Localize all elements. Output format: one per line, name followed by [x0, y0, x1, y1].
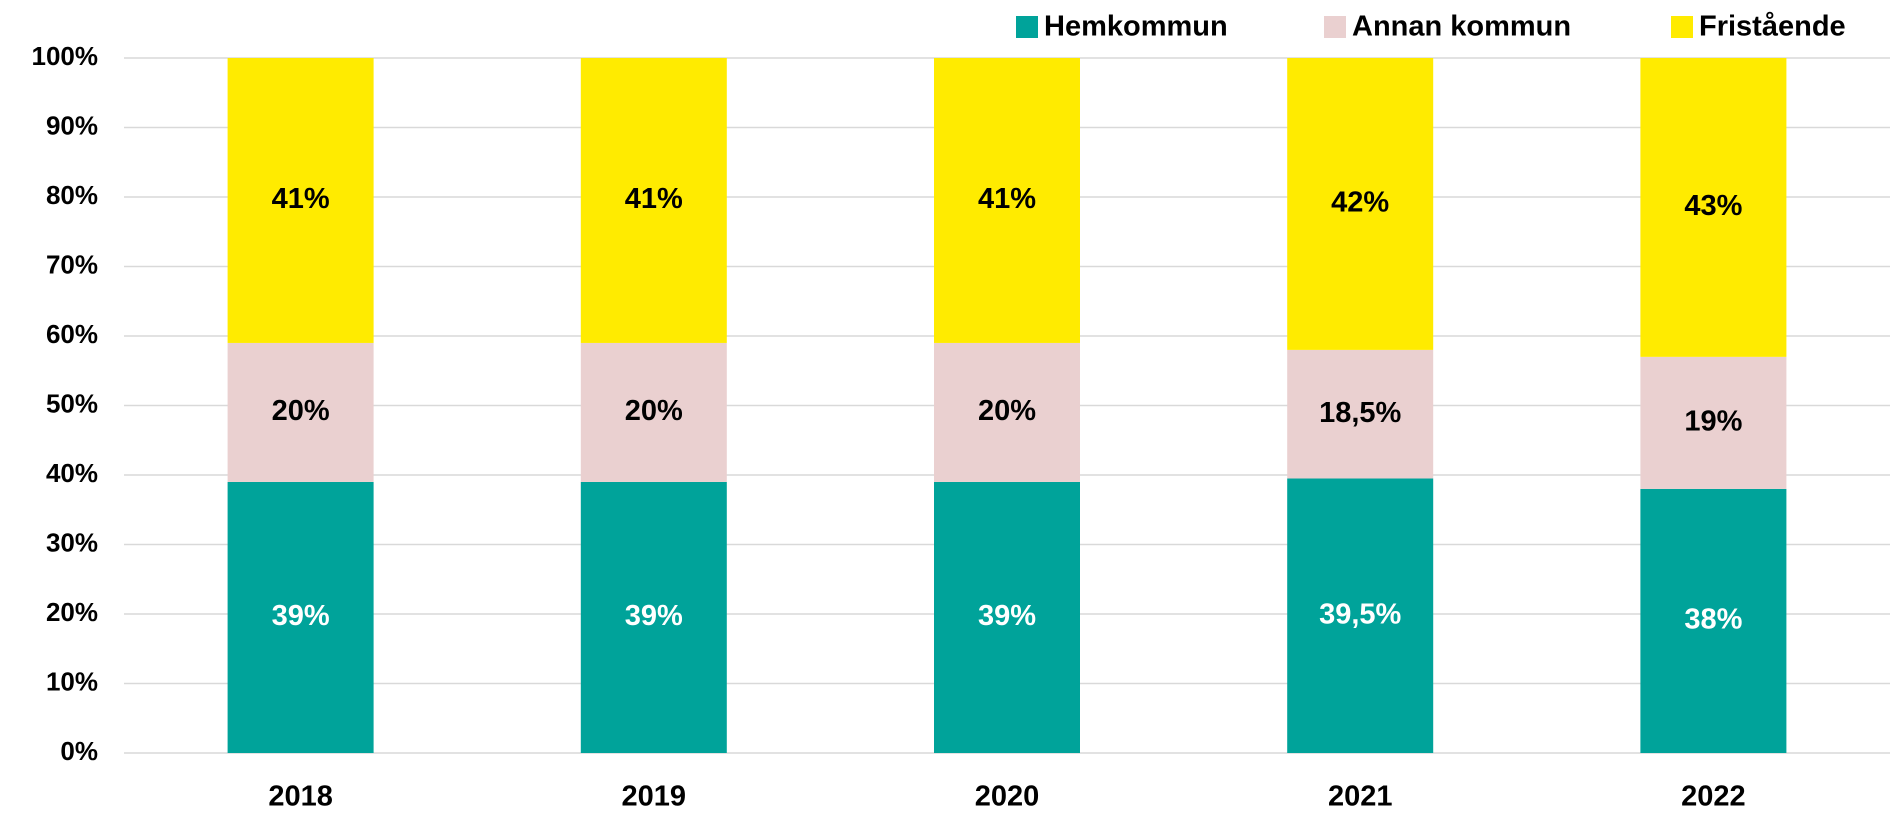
- bar-segment: [227, 481, 374, 753]
- y-tick-label: 40%: [46, 458, 98, 488]
- bar-segment: [1287, 58, 1434, 350]
- bar-segment: [1287, 349, 1434, 479]
- bar-segment: [1640, 58, 1787, 357]
- x-tick-label: 2021: [1328, 781, 1393, 813]
- legend-label: Annan kommun: [1352, 11, 1571, 43]
- data-label: 43%: [1684, 190, 1742, 222]
- y-tick-label: 80%: [46, 180, 98, 210]
- x-tick-label: 2019: [622, 781, 687, 813]
- data-label: 20%: [625, 395, 683, 427]
- data-label: 20%: [272, 395, 330, 427]
- legend-label: Fristående: [1699, 11, 1846, 43]
- bar-segment: [227, 342, 374, 482]
- bar-segment: [580, 481, 727, 753]
- legend-swatch: [1324, 16, 1346, 38]
- y-tick-label: 20%: [46, 597, 98, 627]
- y-tick-label: 70%: [46, 249, 98, 279]
- y-tick-label: 0%: [60, 736, 98, 766]
- bar-segment: [227, 58, 374, 343]
- x-tick-label: 2020: [975, 781, 1040, 813]
- y-tick-label: 100%: [32, 41, 99, 71]
- data-label: 39%: [625, 600, 683, 632]
- bar-segment: [934, 342, 1080, 482]
- x-tick-label: 2018: [268, 781, 333, 813]
- y-tick-label: 10%: [46, 666, 98, 696]
- bar-segment: [580, 58, 727, 343]
- y-tick-label: 90%: [46, 110, 98, 140]
- y-tick-label: 60%: [46, 319, 98, 349]
- legend-label: Hemkommun: [1044, 11, 1228, 43]
- data-label: 42%: [1331, 187, 1389, 219]
- data-label: 38%: [1684, 604, 1742, 636]
- bar-segment: [1640, 356, 1787, 489]
- data-label: 18,5%: [1319, 397, 1401, 429]
- data-label: 19%: [1684, 406, 1742, 438]
- data-label: 39%: [272, 600, 330, 632]
- x-tick-label: 2022: [1681, 781, 1746, 813]
- data-label: 41%: [978, 183, 1036, 215]
- data-label: 39%: [978, 600, 1036, 632]
- data-label: 41%: [272, 183, 330, 215]
- bar-segment: [934, 58, 1080, 343]
- data-label: 20%: [978, 395, 1036, 427]
- bar-segment: [934, 481, 1080, 753]
- data-label: 39,5%: [1319, 598, 1401, 630]
- y-tick-label: 50%: [46, 388, 98, 418]
- y-tick-label: 30%: [46, 527, 98, 557]
- bar-segment: [1640, 488, 1787, 753]
- bar-segment: [580, 342, 727, 482]
- legend-swatch: [1671, 16, 1693, 38]
- legend-swatch: [1016, 16, 1038, 38]
- bar-segment: [1287, 478, 1434, 753]
- data-label: 41%: [625, 183, 683, 215]
